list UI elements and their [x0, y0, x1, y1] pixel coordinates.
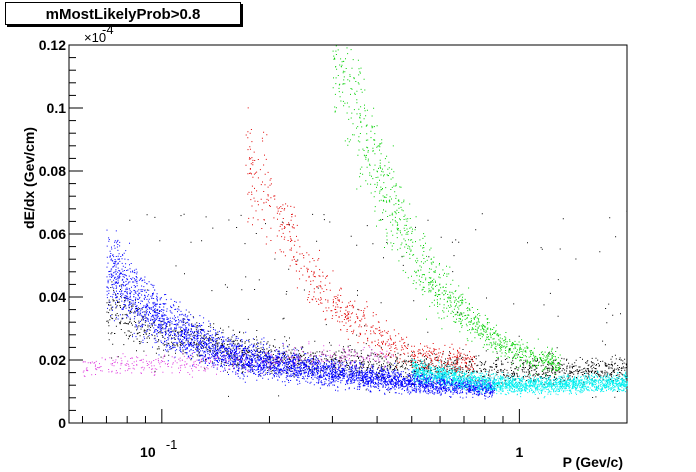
axes-layer — [69, 44, 628, 424]
x-tick-label: 1 — [515, 444, 523, 460]
y-multiplier: ×10 -4 — [84, 22, 114, 45]
y-tick-label: 0.1 — [47, 100, 67, 116]
series-marks — [82, 341, 394, 378]
series-points — [412, 359, 628, 399]
labels-layer: 0 0.02 0.04 0.06 0.08 0.1 0.12 10 -1 1 — [39, 37, 524, 460]
y-tick-label: 0.12 — [39, 37, 66, 53]
y-multiplier-base: ×10 — [84, 30, 106, 45]
y-tick-label: 0.06 — [39, 226, 66, 242]
series-points — [82, 341, 394, 378]
background-points — [106, 210, 628, 399]
y-axis-title: dE/dx (Gev/cm) — [21, 127, 37, 229]
chart-title: mMostLikelyProb>0.8 — [45, 6, 201, 23]
chart-title-box: mMostLikelyProb>0.8 — [5, 2, 241, 25]
y-tick-label: 0.02 — [39, 352, 66, 368]
background-marks — [106, 210, 628, 399]
x-tick-label-exponent: -1 — [166, 437, 178, 452]
series-marks — [245, 107, 476, 374]
y-tick-label: 0.08 — [39, 163, 66, 179]
plot-frame — [68, 44, 628, 424]
series-points — [106, 229, 496, 400]
series-marks — [412, 359, 628, 399]
y-tick-label: 0.04 — [39, 289, 66, 305]
x-tick-label: 10 — [140, 444, 156, 460]
points-layer — [82, 45, 628, 400]
series-marks — [106, 229, 496, 400]
series-points — [245, 107, 476, 374]
x-axis-title: P (Gev/c) — [563, 454, 623, 470]
y-multiplier-exp: -4 — [102, 22, 114, 37]
y-tick-label: 0 — [58, 415, 66, 431]
